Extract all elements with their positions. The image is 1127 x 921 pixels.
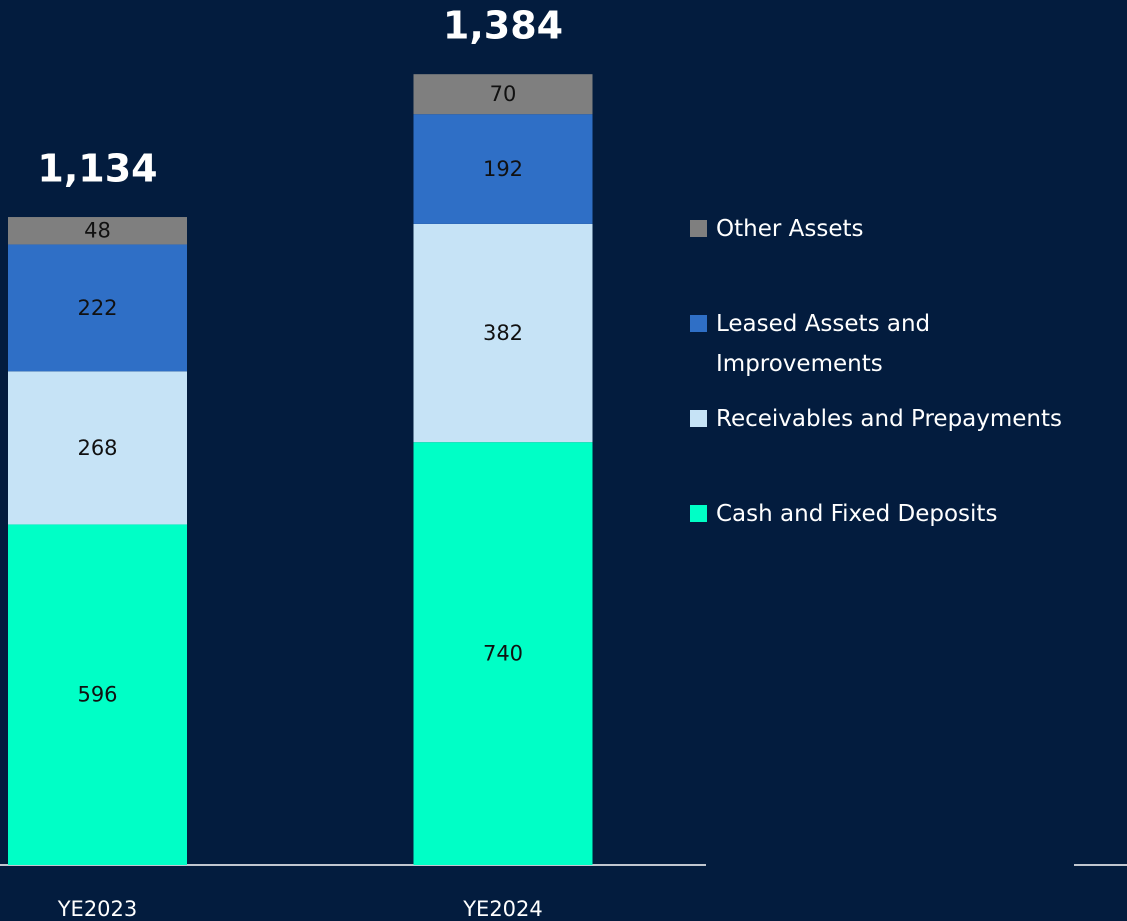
legend-item: Cash and Fixed Deposits	[690, 494, 997, 534]
legend-label: Leased Assets and Improvements	[716, 311, 931, 377]
value-label: 192	[483, 157, 523, 181]
total-label: 1,384	[443, 4, 563, 48]
legend-swatch	[690, 505, 707, 522]
bar-segment	[413, 442, 593, 865]
legend-swatch	[690, 410, 707, 427]
value-label: 48	[84, 219, 111, 243]
value-label: 740	[483, 642, 523, 666]
value-label: 70	[490, 82, 517, 106]
value-label: 268	[77, 436, 117, 460]
bar-segment	[413, 223, 593, 443]
legend-label: Cash and Fixed Deposits	[716, 501, 998, 527]
value-label: 596	[77, 683, 117, 707]
value-label: 382	[483, 321, 523, 345]
x-tick-label: YE2023	[57, 897, 138, 921]
value-label: 222	[77, 296, 117, 320]
bar-segment	[413, 114, 593, 224]
legend-item: Leased Assets and Improvements	[690, 304, 980, 384]
x-tick-label: YE2024	[462, 897, 543, 921]
legend-item: Receivables and Prepayments	[690, 399, 1062, 439]
bar-segment	[413, 74, 593, 115]
legend-swatch	[690, 315, 707, 332]
bar-segment	[8, 244, 187, 372]
legend-item: Other Assets	[690, 209, 863, 249]
legend-label: Receivables and Prepayments	[716, 406, 1063, 432]
bar-segment	[8, 217, 187, 245]
legend-label: Other Assets	[716, 216, 864, 242]
bar-segment	[8, 371, 187, 525]
total-label: 1,134	[37, 147, 157, 191]
bar-segment	[8, 524, 187, 865]
legend-swatch	[690, 220, 707, 237]
